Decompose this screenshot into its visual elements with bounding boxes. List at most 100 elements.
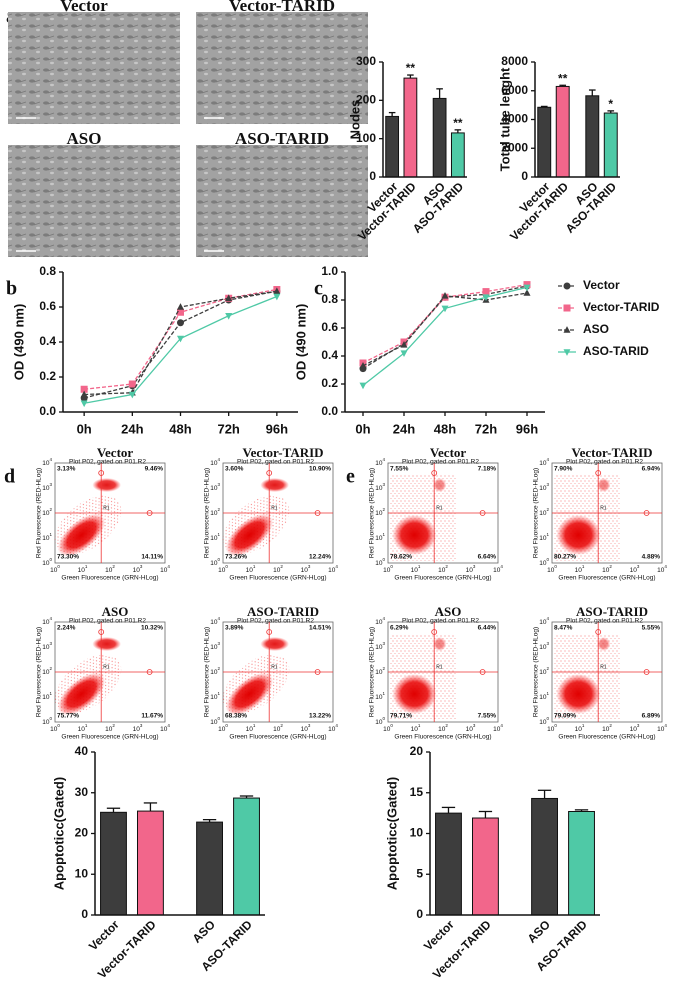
tick-base: 10 xyxy=(383,567,391,574)
micrograph-title: ASO xyxy=(67,129,102,148)
y-tick-label: 101 xyxy=(42,532,52,542)
event-density xyxy=(57,672,106,716)
quadrant-percent: 75.77% xyxy=(57,713,79,720)
x-tick-label: 103 xyxy=(301,723,311,733)
x-tick-label: 102 xyxy=(273,564,283,574)
y-tick-label: 0.2 xyxy=(39,369,56,383)
quadrant-percent: 6.44% xyxy=(478,625,497,632)
y-tick-label: 102 xyxy=(375,666,385,676)
quadrant-percent: 13.22% xyxy=(309,713,331,720)
point xyxy=(482,294,490,302)
y-tick-label: 101 xyxy=(375,532,385,542)
gate-label: Plot P02, gated on P01.R2 xyxy=(402,618,479,625)
bar xyxy=(568,810,595,916)
quadrant-percent: 12.24% xyxy=(309,554,331,561)
tick-exponent: 2 xyxy=(609,723,612,728)
panel-label: d xyxy=(4,466,15,488)
tick-exponent: 0 xyxy=(225,564,228,569)
point xyxy=(441,305,449,313)
tick-base: 10 xyxy=(218,567,226,574)
gate-handle xyxy=(146,510,153,516)
y-tick-label: 0.4 xyxy=(39,334,56,348)
tick-base: 10 xyxy=(273,567,281,574)
region-label: R1 xyxy=(271,664,278,670)
tick-exponent: 2 xyxy=(217,666,220,671)
events xyxy=(554,475,620,561)
gate-handle xyxy=(98,470,105,476)
x-tick-label: 103 xyxy=(466,564,476,574)
y-tick-label: 103 xyxy=(210,482,220,492)
event-density xyxy=(433,637,447,651)
x-tick-label: 104 xyxy=(493,564,503,574)
gate-label: Plot P02, gated on P01.R2 xyxy=(237,618,314,625)
y-tick-label: 104 xyxy=(539,457,549,467)
legend-label: ASO-TARID xyxy=(583,344,649,358)
tick-base: 10 xyxy=(42,669,50,676)
point xyxy=(523,284,531,292)
y-tick-label: 0.6 xyxy=(321,320,338,334)
tick-base: 10 xyxy=(105,726,113,733)
tick-base: 10 xyxy=(657,567,665,574)
y-tick-label: 101 xyxy=(42,691,52,701)
x-axis-label: Green Fluorescence (GRN-HLog) xyxy=(229,575,326,582)
tick-exponent: 1 xyxy=(253,723,256,728)
tick-exponent: 3 xyxy=(473,564,476,569)
event-density xyxy=(260,637,290,651)
y-tick-label: 103 xyxy=(375,482,385,492)
tick-exponent: 2 xyxy=(112,564,115,569)
tick-base: 10 xyxy=(301,726,309,733)
point xyxy=(225,312,233,320)
tick-base: 10 xyxy=(133,726,141,733)
bar xyxy=(531,797,558,916)
tick-exponent: 1 xyxy=(85,564,88,569)
tick-base: 10 xyxy=(539,485,547,492)
bar xyxy=(100,811,127,916)
y-tick-label: 100 xyxy=(539,716,549,726)
events xyxy=(54,478,122,557)
y-tick-label: 100 xyxy=(375,557,385,567)
quadrant-percent: 8.47% xyxy=(554,625,573,632)
event-density xyxy=(225,513,274,557)
y-tick-label: 5 xyxy=(416,866,423,880)
quadrant-percent: 10.90% xyxy=(309,466,331,473)
y-axis-label: OD (490 nm) xyxy=(293,304,308,381)
x-axis-label: Green Fluorescence (GRN-HLog) xyxy=(558,734,655,741)
y-tick-label: 102 xyxy=(42,507,52,517)
quadrant-percent: 3.89% xyxy=(225,625,244,632)
quadrant-percent: 9.46% xyxy=(145,466,164,473)
tick-base: 10 xyxy=(246,726,254,733)
x-tick-label: 0h xyxy=(355,421,370,436)
micrograph-title: Vector xyxy=(60,0,108,15)
tick-exponent: 4 xyxy=(500,564,503,569)
significance: ** xyxy=(558,71,568,85)
tick-exponent: 1 xyxy=(418,564,421,569)
y-tick-label: 30 xyxy=(75,785,89,799)
tick-exponent: 4 xyxy=(217,616,220,621)
y-tick-label: 101 xyxy=(539,532,549,542)
point xyxy=(359,382,367,390)
y-tick-label: 103 xyxy=(210,641,220,651)
tick-base: 10 xyxy=(438,567,446,574)
quadrant-percent: 5.55% xyxy=(642,625,661,632)
bar xyxy=(435,812,462,916)
tick-base: 10 xyxy=(42,619,50,626)
tick-exponent: 3 xyxy=(140,564,143,569)
tick-base: 10 xyxy=(539,535,547,542)
tick-base: 10 xyxy=(42,460,50,467)
tick-exponent: 4 xyxy=(546,616,549,621)
y-tick-label: 100 xyxy=(42,716,52,726)
tick-exponent: 1 xyxy=(546,691,549,696)
tick-base: 10 xyxy=(630,726,638,733)
micrograph xyxy=(8,12,180,124)
x-tick-label: 103 xyxy=(630,564,640,574)
events xyxy=(222,637,290,716)
x-tick-label: 104 xyxy=(657,723,667,733)
tick-exponent: 4 xyxy=(335,723,338,728)
quadrant-percent: 3.13% xyxy=(57,466,76,473)
y-tick-label: 20 xyxy=(410,744,424,758)
tick-base: 10 xyxy=(210,669,218,676)
tick-exponent: 2 xyxy=(546,507,549,512)
y-tick-label: 103 xyxy=(375,641,385,651)
tick-base: 10 xyxy=(539,460,547,467)
event-density xyxy=(392,674,437,714)
